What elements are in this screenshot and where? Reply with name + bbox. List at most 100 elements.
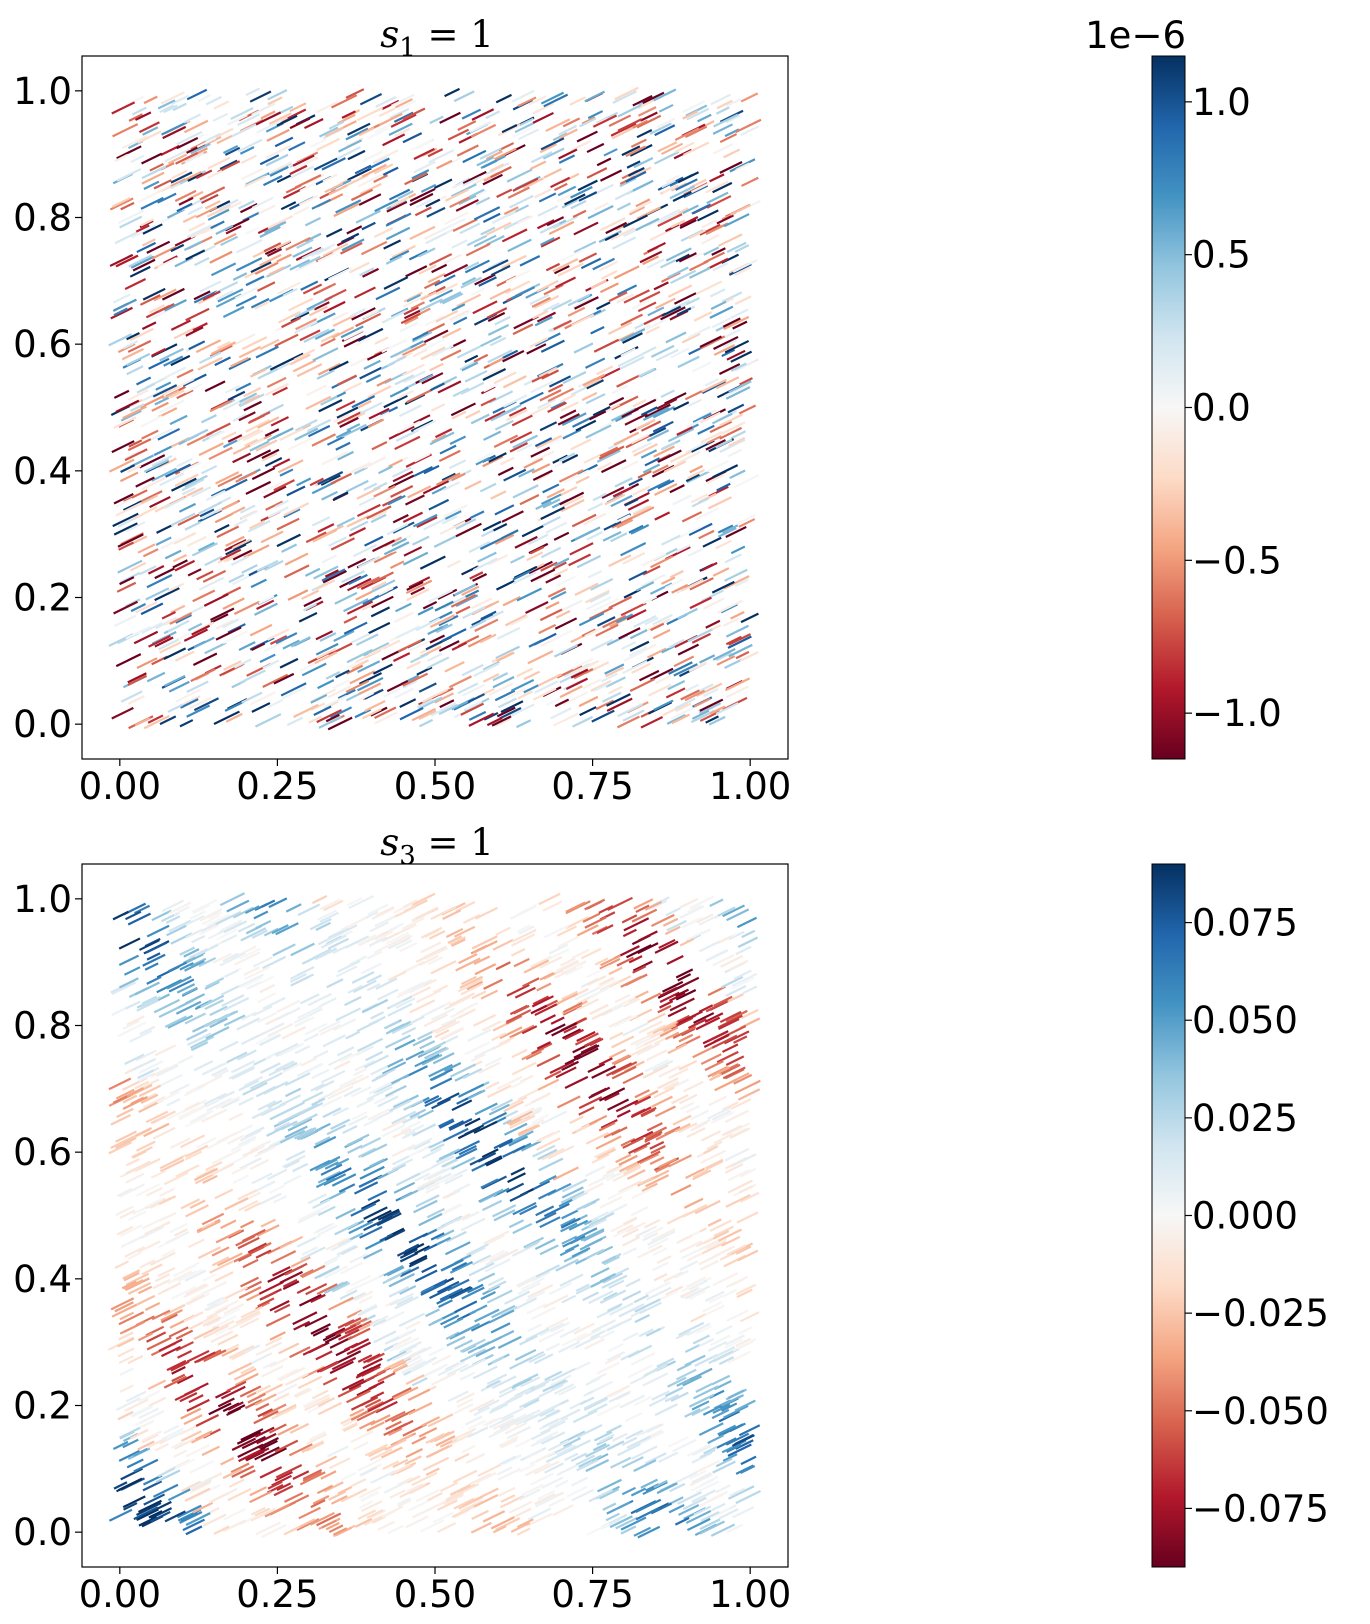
field-segment: [509, 194, 534, 209]
field-segment: [239, 146, 255, 155]
field-segment: [584, 898, 606, 911]
field-segment: [636, 1042, 661, 1056]
field-segment: [424, 1046, 447, 1060]
field-segment: [503, 1100, 524, 1113]
field-segment: [297, 903, 321, 917]
field-segment: [119, 576, 135, 586]
field-segment: [513, 1409, 541, 1424]
field-segment: [451, 938, 466, 948]
field-segment: [700, 1053, 722, 1065]
field-segment: [564, 1452, 579, 1462]
field-segment: [364, 688, 384, 700]
field-segment: [373, 485, 396, 498]
field-segment: [115, 399, 140, 413]
field-segment: [138, 1515, 158, 1527]
field-segment: [686, 1252, 703, 1262]
field-segment: [289, 259, 311, 271]
field-segment: [667, 680, 686, 691]
field-segment: [191, 542, 218, 557]
field-segment: [370, 1509, 387, 1519]
field-segment: [175, 1341, 194, 1352]
field-segment: [399, 1252, 419, 1263]
field-segment: [456, 293, 482, 308]
field-segment: [655, 297, 676, 310]
field-segment: [657, 1004, 672, 1014]
field-segment: [704, 378, 719, 387]
field-segment: [519, 1204, 538, 1216]
field-segment: [586, 964, 611, 979]
field-segment: [187, 622, 203, 632]
field-segment: [366, 950, 383, 960]
field-segment: [244, 268, 263, 279]
field-segment: [185, 1144, 209, 1158]
field-segment: [237, 1443, 264, 1458]
field-segment: [615, 613, 634, 624]
field-segment: [668, 992, 686, 1002]
field-segment: [698, 914, 719, 926]
field-segment: [575, 475, 590, 485]
field-segment: [585, 1443, 611, 1458]
field-segment: [446, 1363, 469, 1376]
field-segment: [111, 1303, 137, 1318]
field-segment: [387, 1163, 406, 1175]
field-segment: [162, 1062, 179, 1073]
field-segment: [298, 1127, 314, 1137]
field-segment: [239, 1312, 261, 1325]
field-segment: [722, 317, 741, 328]
field-segment: [362, 267, 380, 278]
field-segment: [435, 1435, 456, 1447]
field-segment: [717, 524, 734, 534]
field-segment: [479, 633, 497, 644]
field-segment: [159, 104, 175, 113]
field-segment: [550, 1016, 565, 1025]
field-segment: [382, 1273, 403, 1285]
field-segment: [292, 1113, 318, 1128]
field-segment: [263, 1081, 289, 1095]
field-segment: [646, 1423, 664, 1433]
field-segment: [706, 1140, 723, 1151]
field-segment: [439, 444, 457, 455]
field-segment: [313, 1135, 337, 1149]
field-segment: [453, 700, 471, 711]
field-segment: [295, 246, 322, 262]
field-segment: [682, 1375, 702, 1387]
field-segment: [589, 1330, 606, 1340]
field-segment: [725, 635, 742, 646]
field-segment: [351, 659, 370, 670]
field-segment: [540, 236, 561, 248]
field-segment: [345, 692, 362, 702]
field-segment: [738, 1326, 753, 1335]
field-segment: [710, 1110, 735, 1125]
field-segment: [184, 474, 208, 488]
field-segment: [420, 346, 446, 361]
field-segment: [393, 111, 414, 123]
field-segment: [342, 1124, 358, 1135]
field-segment: [537, 219, 555, 230]
title-sub: 3: [399, 841, 416, 871]
field-segment: [580, 1228, 605, 1242]
field-segment: [738, 404, 757, 415]
field-segment: [657, 141, 678, 153]
field-segment: [300, 280, 319, 291]
field-segment: [610, 494, 633, 508]
field-segment: [401, 1360, 426, 1374]
field-segment: [712, 464, 739, 479]
field-segment: [324, 1333, 342, 1344]
field-segment: [316, 137, 340, 152]
field-segment: [224, 541, 242, 552]
field-segment: [177, 1349, 193, 1359]
field-segment: [447, 1390, 469, 1403]
field-segment: [490, 166, 512, 179]
field-segment: [194, 1173, 215, 1185]
field-segment: [363, 1248, 383, 1260]
field-segment: [502, 595, 521, 607]
field-segment: [535, 1430, 559, 1444]
field-segment: [140, 394, 165, 409]
field-segment: [713, 335, 739, 350]
field-segment: [162, 389, 180, 400]
field-segment: [724, 383, 749, 397]
field-segment: [267, 1022, 294, 1038]
field-segment: [168, 919, 192, 933]
field-segment: [730, 308, 749, 319]
field-segment: [347, 984, 363, 994]
